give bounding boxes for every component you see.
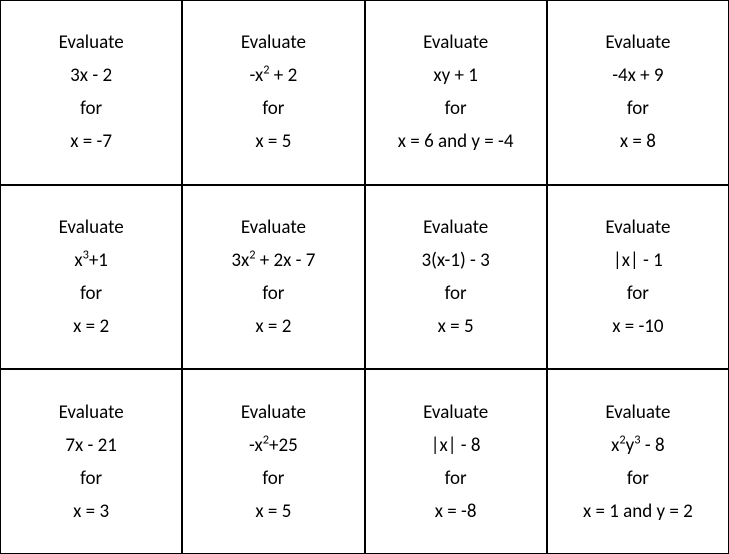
for-label: for (627, 97, 649, 120)
grid-cell: Evaluate -x2 + 2 for x = 5 (182, 0, 364, 185)
condition-text: x = 5 (438, 315, 474, 338)
grid-cell: Evaluate 3x - 2 for x = -7 (0, 0, 182, 185)
grid-cell: Evaluate 3(x-1) - 3 for x = 5 (365, 185, 547, 370)
condition-text: x = -10 (612, 315, 663, 338)
evaluate-label: Evaluate (605, 31, 670, 54)
expression-text: 3(x-1) - 3 (421, 249, 489, 272)
condition-text: x = 6 and y = -4 (398, 130, 514, 153)
for-label: for (262, 97, 284, 120)
grid-cell: Evaluate x2y3 - 8 for x = 1 and y = 2 (547, 369, 729, 554)
condition-text: x = 8 (620, 130, 656, 153)
evaluate-label: Evaluate (423, 31, 488, 54)
expression-text: |x| - 8 (431, 434, 481, 457)
grid-cell: Evaluate -x2+25 for x = 5 (182, 369, 364, 554)
evaluate-label: Evaluate (605, 216, 670, 239)
evaluate-label: Evaluate (241, 31, 306, 54)
expression-text: 3x - 2 (70, 64, 112, 87)
evaluate-label: Evaluate (241, 401, 306, 424)
for-label: for (262, 467, 284, 490)
evaluate-label: Evaluate (423, 401, 488, 424)
for-label: for (627, 467, 649, 490)
evaluate-grid: Evaluate 3x - 2 for x = -7 Evaluate -x2 + 2 fo… (0, 0, 729, 554)
condition-text: x = -7 (70, 130, 112, 153)
expression-text: xy + 1 (433, 64, 478, 87)
expression-text: 7x - 21 (65, 434, 117, 457)
for-label: for (445, 467, 467, 490)
condition-text: x = 5 (255, 500, 291, 523)
evaluate-label: Evaluate (423, 216, 488, 239)
evaluate-label: Evaluate (59, 216, 124, 239)
expression-text: -x2 + 2 (250, 64, 298, 87)
for-label: for (627, 282, 649, 305)
condition-text: x = 2 (255, 315, 291, 338)
evaluate-label: Evaluate (59, 31, 124, 54)
grid-cell: Evaluate xy + 1 for x = 6 and y = -4 (365, 0, 547, 185)
for-label: for (445, 282, 467, 305)
expression-text: |x| - 1 (613, 249, 663, 272)
condition-text: x = 1 and y = 2 (583, 500, 693, 523)
grid-cell: Evaluate 7x - 21 for x = 3 (0, 369, 182, 554)
grid-cell: Evaluate |x| - 8 for x = -8 (365, 369, 547, 554)
condition-text: x = 2 (73, 315, 109, 338)
for-label: for (80, 282, 102, 305)
for-label: for (80, 467, 102, 490)
grid-cell: Evaluate 3x2 + 2x - 7 for x = 2 (182, 185, 364, 370)
grid-cell: Evaluate |x| - 1 for x = -10 (547, 185, 729, 370)
grid-cell: Evaluate -4x + 9 for x = 8 (547, 0, 729, 185)
expression-text: x2y3 - 8 (611, 434, 664, 457)
condition-text: x = -8 (435, 500, 477, 523)
for-label: for (262, 282, 284, 305)
for-label: for (80, 97, 102, 120)
expression-text: -4x + 9 (612, 64, 663, 87)
for-label: for (445, 97, 467, 120)
evaluate-label: Evaluate (59, 401, 124, 424)
expression-text: x3+1 (74, 249, 108, 272)
grid-cell: Evaluate x3+1 for x = 2 (0, 185, 182, 370)
condition-text: x = 5 (255, 130, 291, 153)
condition-text: x = 3 (73, 500, 109, 523)
evaluate-label: Evaluate (605, 401, 670, 424)
expression-text: -x2+25 (249, 434, 298, 457)
evaluate-label: Evaluate (241, 216, 306, 239)
expression-text: 3x2 + 2x - 7 (231, 249, 315, 272)
